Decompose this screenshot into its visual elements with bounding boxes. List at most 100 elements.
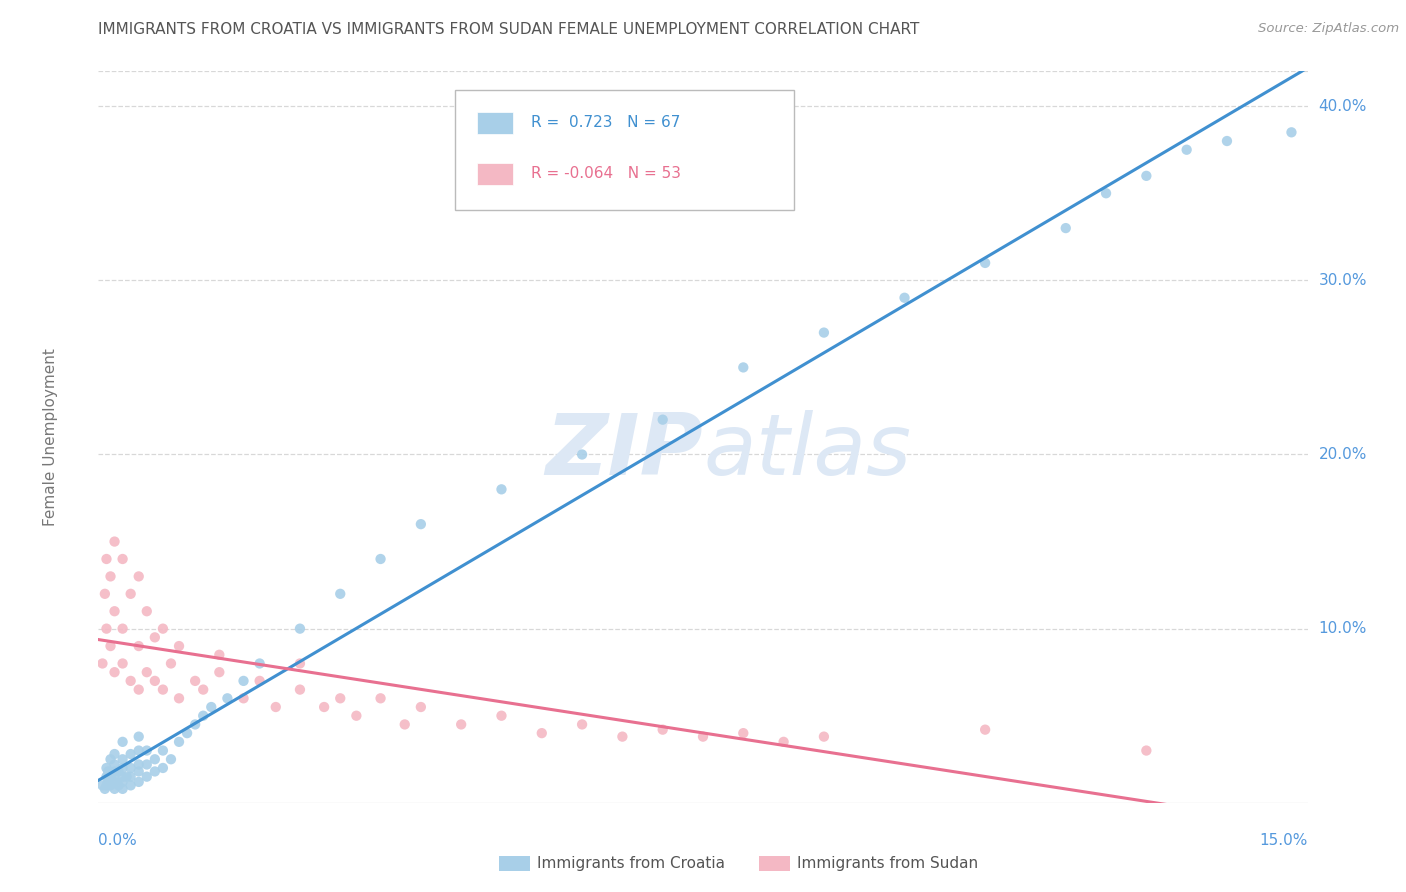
Point (115, 770, 138, 784)
Point (651, 723, 673, 737)
Point (733, 360, 755, 375)
Text: Immigrants from Sudan: Immigrants from Sudan (797, 856, 979, 871)
Point (128, 730, 150, 744)
Point (772, 735, 794, 749)
Point (103, 775, 125, 789)
Point (100, 752, 122, 766)
Point (692, 730, 714, 744)
Bar (477, 112, 513, 134)
Point (128, 682, 150, 697)
Text: 10.0%: 10.0% (1319, 621, 1367, 636)
Point (249, 657, 271, 671)
Point (193, 708, 215, 723)
Point (167, 691, 190, 706)
Point (96, 552, 118, 566)
Point (612, 730, 634, 744)
Point (94, 781, 117, 796)
Point (111, 761, 134, 775)
Text: 30.0%: 30.0% (1319, 273, 1367, 288)
Point (120, 673, 142, 688)
Point (128, 775, 150, 789)
Point (160, 657, 183, 671)
Point (91, 657, 114, 671)
Point (143, 752, 166, 766)
Point (208, 648, 231, 662)
Bar (477, 162, 513, 185)
Point (100, 639, 122, 653)
Point (120, 778, 142, 792)
Point (128, 569, 150, 583)
Text: ZIP: ZIP (546, 410, 703, 493)
Point (94, 587, 117, 601)
Point (103, 665, 125, 680)
Point (128, 764, 150, 779)
Point (394, 717, 416, 731)
Text: R = -0.064   N = 53: R = -0.064 N = 53 (531, 166, 682, 181)
Point (111, 770, 134, 784)
Point (135, 770, 157, 784)
Text: R =  0.723   N = 67: R = 0.723 N = 67 (531, 115, 681, 130)
Point (200, 700, 222, 714)
Point (409, 700, 432, 714)
Point (1135, 743, 1157, 757)
Text: 15.0%: 15.0% (1260, 833, 1308, 848)
Point (120, 587, 142, 601)
Point (1054, 221, 1077, 235)
Point (249, 673, 271, 688)
Point (409, 517, 432, 532)
Point (111, 735, 134, 749)
Point (193, 682, 215, 697)
Point (103, 747, 125, 761)
Point (135, 743, 157, 757)
Point (96, 622, 118, 636)
Point (152, 743, 174, 757)
Point (1281, 125, 1303, 139)
Point (208, 665, 231, 680)
Point (288, 682, 311, 697)
Text: 20.0%: 20.0% (1319, 447, 1367, 462)
Point (135, 665, 157, 680)
Point (103, 770, 125, 784)
Point (100, 778, 122, 792)
Point (176, 726, 198, 740)
Point (813, 326, 835, 340)
Point (184, 717, 207, 731)
Point (143, 764, 166, 779)
Point (232, 673, 254, 688)
Text: Female Unemployment: Female Unemployment (42, 348, 58, 526)
Point (491, 708, 513, 723)
Point (100, 770, 122, 784)
Point (103, 781, 125, 796)
Point (1095, 186, 1118, 201)
Point (107, 778, 129, 792)
Point (571, 448, 593, 462)
Text: IMMIGRANTS FROM CROATIA VS IMMIGRANTS FROM SUDAN FEMALE UNEMPLOYMENT CORRELATION: IMMIGRANTS FROM CROATIA VS IMMIGRANTS FR… (98, 22, 920, 37)
Point (974, 723, 997, 737)
Point (152, 761, 174, 775)
Point (120, 770, 142, 784)
Point (733, 726, 755, 740)
Point (1135, 169, 1157, 183)
Text: atlas: atlas (703, 410, 911, 493)
Point (120, 761, 142, 775)
Text: 40.0%: 40.0% (1319, 99, 1367, 113)
Point (813, 730, 835, 744)
FancyBboxPatch shape (456, 90, 793, 211)
Point (370, 552, 392, 566)
Point (491, 483, 513, 497)
Point (128, 743, 150, 757)
Point (103, 534, 125, 549)
Point (143, 673, 166, 688)
Text: Source: ZipAtlas.com: Source: ZipAtlas.com (1258, 22, 1399, 36)
Point (288, 622, 311, 636)
Point (450, 717, 472, 731)
Point (344, 708, 367, 723)
Point (103, 604, 125, 618)
Text: Immigrants from Croatia: Immigrants from Croatia (537, 856, 725, 871)
Point (217, 691, 239, 706)
Point (96, 778, 118, 792)
Point (329, 587, 352, 601)
Point (1175, 143, 1198, 157)
Point (96, 770, 118, 784)
Point (111, 552, 134, 566)
